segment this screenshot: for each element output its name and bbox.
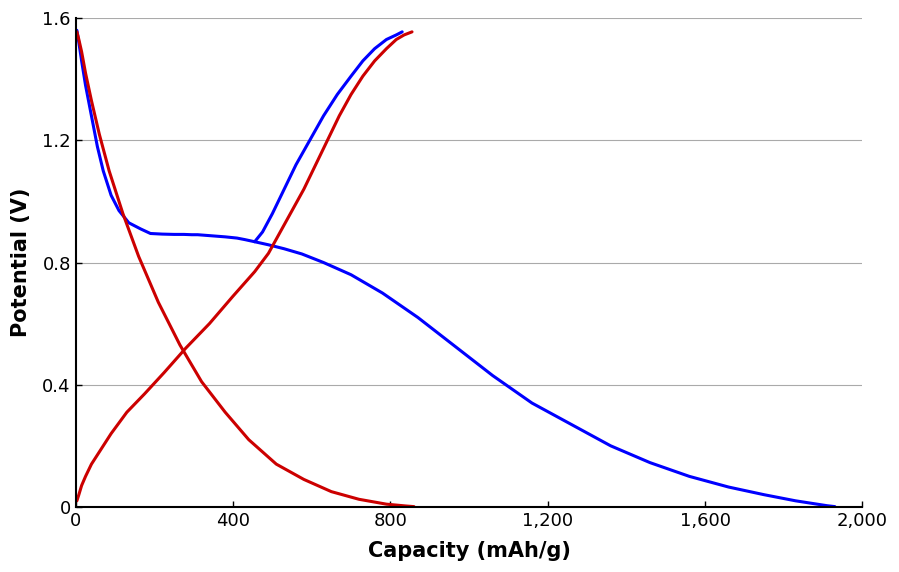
X-axis label: Capacity (mAh/g): Capacity (mAh/g): [368, 541, 571, 561]
Y-axis label: Potential (V): Potential (V): [11, 188, 31, 337]
